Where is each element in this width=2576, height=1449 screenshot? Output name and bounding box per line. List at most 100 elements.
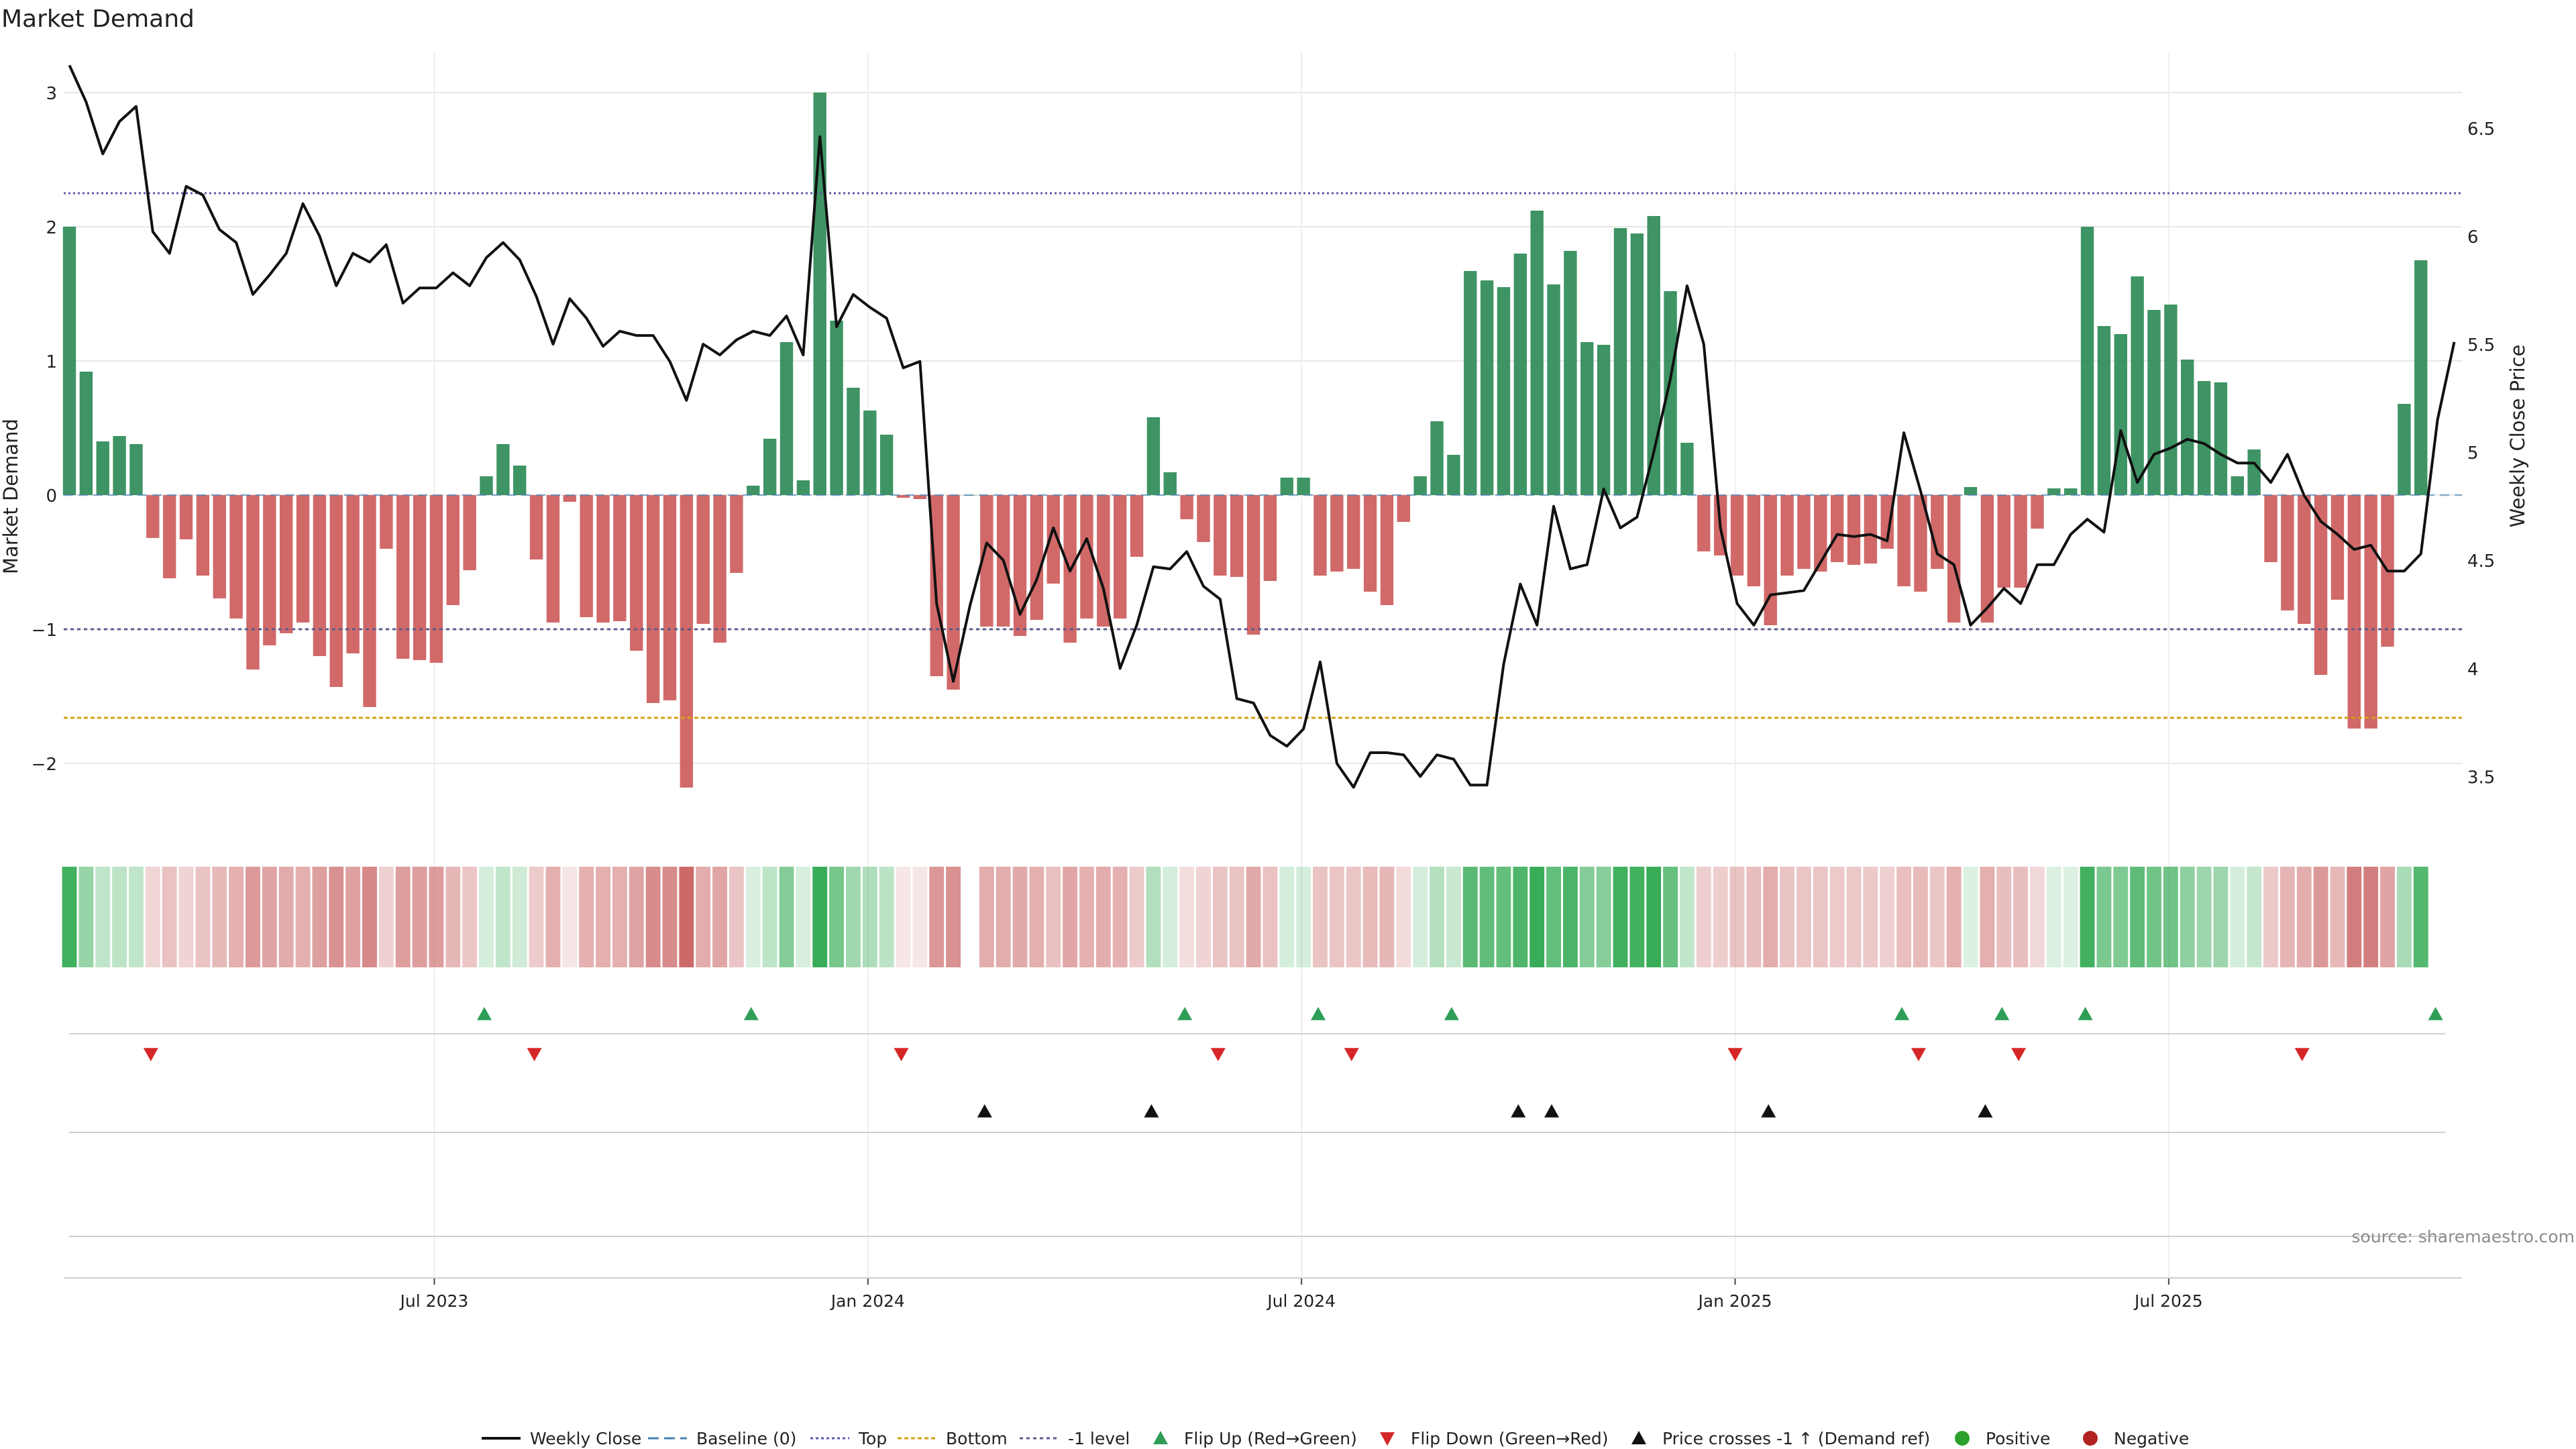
demand-bar: [1513, 254, 1527, 495]
demand-bar: [1764, 495, 1777, 625]
legend-swatch: [1153, 1431, 1168, 1444]
demand-bar: [613, 495, 627, 621]
heat-cell: [529, 867, 544, 967]
heat-cell: [845, 867, 861, 967]
demand-heat-strip: [62, 867, 2428, 967]
heat-cell: [2130, 867, 2145, 967]
heat-cell: [1946, 867, 1962, 967]
heat-cell: [1863, 867, 1878, 967]
heat-cell: [1446, 867, 1461, 967]
legend-item: Baseline (0): [648, 1429, 796, 1448]
heat-cell: [2213, 867, 2229, 967]
legend-swatch: [1955, 1431, 1970, 1446]
heat-cell: [412, 867, 427, 967]
heat-cell: [1196, 867, 1211, 967]
heat-cell: [2113, 867, 2129, 967]
heat-cell: [1413, 867, 1428, 967]
legend-label: -1 level: [1068, 1429, 1130, 1448]
demand-bar: [1080, 495, 1093, 619]
heat-cell: [495, 867, 511, 967]
demand-bar: [1613, 228, 1627, 495]
demand-bar: [1730, 495, 1744, 576]
demand-bar: [2364, 495, 2377, 729]
heat-cell: [2396, 867, 2412, 967]
y2-tick-label: 5: [2467, 443, 2479, 464]
demand-bar: [896, 495, 910, 498]
heat-cell: [1379, 867, 1395, 967]
demand-bar: [463, 495, 476, 570]
legend-item: Flip Down (Green→Red): [1380, 1429, 1609, 1448]
demand-bar: [1964, 487, 1978, 495]
demand-bar: [1464, 271, 1477, 495]
heat-cell: [312, 867, 327, 967]
demand-bar: [2031, 495, 2044, 529]
heat-cell: [1212, 867, 1228, 967]
flip-down-marker: [1210, 1048, 1226, 1061]
demand-bar: [580, 495, 593, 617]
heat-cell: [896, 867, 911, 967]
demand-bar: [196, 495, 210, 576]
heat-cell: [1562, 867, 1578, 967]
heat-cell: [1129, 867, 1144, 967]
demand-bar: [1580, 342, 1594, 495]
heat-cell: [1179, 867, 1195, 967]
heat-cell: [1646, 867, 1662, 967]
flip-up-marker: [477, 1007, 492, 1020]
legend-item: -1 level: [1020, 1429, 1130, 1448]
heat-cell: [1146, 867, 1161, 967]
legend-label: Weekly Close: [530, 1429, 641, 1448]
demand-bar: [1880, 495, 1894, 549]
demand-bar: [296, 495, 310, 623]
demand-bar: [246, 495, 260, 669]
demand-bar: [646, 495, 660, 703]
flip-up-marker: [2078, 1007, 2093, 1020]
demand-bar: [1230, 495, 1244, 577]
legend-label: Positive: [1986, 1429, 2050, 1448]
demand-bar: [1480, 280, 1494, 495]
heat-cell: [512, 867, 527, 967]
heat-cell: [212, 867, 227, 967]
heat-cell: [95, 867, 111, 967]
legend-swatch: [1380, 1432, 1395, 1446]
x-tick-label: Jul 2023: [399, 1291, 469, 1311]
heat-cell: [2046, 867, 2061, 967]
heat-cell: [2330, 867, 2345, 967]
legend-label: Negative: [2114, 1429, 2189, 1448]
demand-bar: [1780, 495, 1794, 576]
heat-cell: [2063, 867, 2078, 967]
demand-bar: [113, 436, 126, 495]
demand-bar: [279, 495, 293, 633]
heat-cell: [112, 867, 127, 967]
heat-cell: [2363, 867, 2379, 967]
y-tick-label: 3: [46, 84, 57, 104]
heat-cell: [912, 867, 928, 967]
heat-cell: [645, 867, 661, 967]
heat-cell: [1362, 867, 1378, 967]
heat-cell: [162, 867, 177, 967]
price-cross-marker: [1144, 1104, 1159, 1118]
demand-bar: [1180, 495, 1193, 519]
heat-cell: [1313, 867, 1328, 967]
heat-cell: [1713, 867, 1728, 967]
heat-cell: [2247, 867, 2262, 967]
legend-swatch: [2083, 1431, 2098, 1446]
heat-cell: [345, 867, 361, 967]
heat-cell: [1896, 867, 1912, 967]
flip-up-marker: [1177, 1007, 1193, 1020]
heat-cell: [195, 867, 211, 967]
heat-cell: [1529, 867, 1545, 967]
legend-item: Bottom: [898, 1429, 1008, 1448]
heat-cell: [1579, 867, 1595, 967]
demand-bar: [1313, 495, 1327, 576]
heat-cell: [2279, 867, 2295, 967]
demand-bar: [2114, 334, 2127, 495]
demand-bar: [2298, 495, 2311, 624]
heat-cell: [2263, 867, 2278, 967]
heat-cell: [2196, 867, 2212, 967]
demand-bar: [1564, 251, 1577, 495]
heat-cell: [1929, 867, 1945, 967]
heat-cell: [2163, 867, 2178, 967]
demand-bar: [1430, 421, 1444, 495]
demand-bar: [1980, 495, 1994, 623]
heat-cell: [262, 867, 277, 967]
